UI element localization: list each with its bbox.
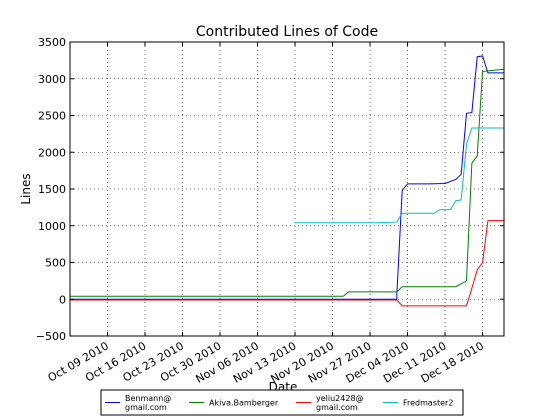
legend-label-1: Benmann@ gmail.com xyxy=(125,394,171,412)
axis-ticks xyxy=(70,41,504,337)
chart-title: Contributed Lines of Code xyxy=(196,24,378,40)
series-line-2 xyxy=(70,68,504,297)
y-tick-label: 500 xyxy=(45,257,66,270)
legend-label-2: Akiva.Bamberger xyxy=(209,399,279,408)
series-line-4 xyxy=(295,127,504,224)
y-tick-label: 0 xyxy=(59,293,66,306)
series-line-1 xyxy=(70,55,504,300)
legend-label-line: Akiva.Bamberger xyxy=(209,399,279,408)
series-line-3 xyxy=(70,220,504,307)
y-tick-label: 1500 xyxy=(38,183,66,196)
y-tick-label: 2000 xyxy=(38,146,66,159)
legend-label-line: Benmann@ xyxy=(125,394,171,403)
legend-box xyxy=(100,389,464,416)
legend-label-3: yeliu2428@ gmail.com xyxy=(316,394,364,412)
y-tick-label: 3000 xyxy=(38,73,66,86)
y-axis-tick-labels: −500 0 500 1000 1500 2000 2500 3000 3500 xyxy=(36,36,66,343)
y-tick-label: 2500 xyxy=(38,110,66,123)
legend-label-line: gmail.com xyxy=(125,403,167,412)
legend: Benmann@ gmail.com Akiva.Bamberger yeliu242… xyxy=(100,389,464,416)
series-layer xyxy=(70,55,504,307)
grid-lines xyxy=(70,41,504,337)
y-tick-label: 1000 xyxy=(38,220,66,233)
y-tick-label: 3500 xyxy=(38,36,66,49)
legend-label-line: Fredmaster2 xyxy=(403,399,453,408)
y-axis-label: Lines xyxy=(19,173,33,204)
legend-label-4: Fredmaster2 xyxy=(403,399,453,408)
legend-label-line: yeliu2428@ xyxy=(316,394,364,403)
y-tick-label: −500 xyxy=(36,330,66,343)
legend-label-line: gmail.com xyxy=(316,403,358,412)
